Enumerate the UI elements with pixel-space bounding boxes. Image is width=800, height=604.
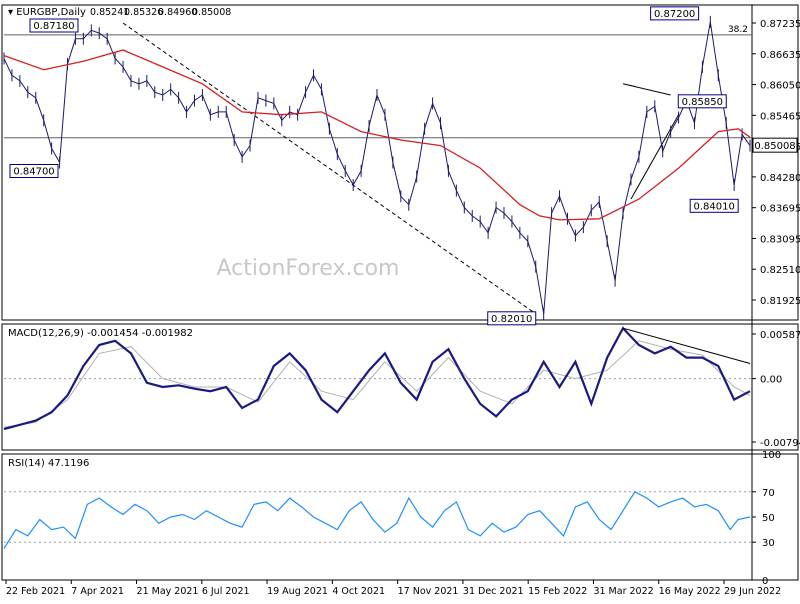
macd-pane-frame [1, 323, 799, 451]
x-tick-label: 17 Nov 2021 [398, 586, 459, 597]
price-tick-label: 0.83695 [760, 204, 800, 215]
rsi-line [3, 491, 751, 549]
ohlc-readout-value: 0.85241 [90, 7, 129, 18]
fib-level-label: 38.2 [728, 25, 748, 35]
price-annotation-box [9, 164, 59, 178]
price-annotation-label: 0.84700 [13, 167, 54, 178]
price-tick-label: 0.82510 [760, 265, 800, 276]
price-annotation-box [689, 198, 739, 213]
moving-average-line [3, 49, 751, 221]
price-trendline [622, 83, 671, 96]
current-price-label: 0.85008 [754, 141, 795, 152]
x-tick-label: 4 Oct 2021 [332, 586, 385, 597]
macd-title: MACD(12,26,9) -0.001454 -0.001982 [8, 328, 193, 339]
rsi-tick-label: 30 [762, 538, 775, 549]
price-tick-label: 0.87235 [760, 19, 800, 30]
rsi-title: RSI(14) 47.1196 [8, 458, 89, 469]
rsi-tick-label: 70 [762, 488, 775, 499]
price-chart-title: ▾ EURGBP,Daily [8, 7, 86, 18]
price-tick-label: 0.84280 [760, 173, 800, 184]
x-tick-label: 29 Jun 2022 [724, 586, 781, 597]
price-tick-label: 0.83095 [760, 234, 800, 245]
x-tick-label: 31 Dec 2021 [463, 586, 524, 597]
macd-tick-label: 0.00 [760, 375, 782, 386]
x-tick-label: 6 Jul 2021 [202, 586, 250, 597]
x-tick-label: 19 Aug 2021 [267, 586, 328, 597]
price-tick-label: 0.81925 [760, 296, 800, 307]
x-tick-label: 16 May 2022 [659, 586, 721, 597]
price-annotation-label: 0.84010 [693, 201, 734, 212]
price-tick-label: 0.86050 [760, 81, 800, 92]
ohlc-readout-value: 0.85326 [124, 7, 163, 18]
price-annotation-box [29, 18, 79, 33]
price-annotation-box [677, 94, 727, 109]
rsi-tick-label: 50 [762, 513, 775, 524]
price-annotation-label: 0.82010 [491, 314, 532, 325]
price-annotation-box [650, 6, 700, 21]
x-tick-label: 22 Feb 2021 [6, 586, 65, 597]
ohlc-readout-value: 0.85008 [192, 7, 231, 18]
rsi-tick-label: 0 [762, 576, 768, 587]
price-trendline [122, 22, 537, 315]
x-tick-label: 31 Mar 2022 [593, 586, 653, 597]
current-price-box [752, 137, 798, 153]
x-tick-label: 15 Feb 2022 [528, 586, 587, 597]
price-tick-label: 0.86635 [760, 50, 800, 61]
price-line [3, 21, 751, 314]
price-annotation-label: 0.87200 [654, 9, 695, 20]
macd-signal-line [3, 340, 751, 428]
price-annotation-label: 0.85850 [682, 97, 723, 108]
macd-tick-label: -0.007945 [760, 438, 800, 449]
ohlc-readout-value: 0.84960 [158, 7, 197, 18]
macd-tick-label: 0.005872 [760, 330, 800, 341]
macd-trendline [622, 327, 751, 364]
price-annotation-label: 0.87180 [33, 21, 74, 32]
price-pane-frame [1, 4, 799, 321]
watermark-text: ActionForex.com [217, 256, 400, 281]
x-tick-label: 21 May 2021 [137, 586, 199, 597]
macd-line [3, 326, 751, 431]
price-tick-label: 0.85465 [760, 111, 800, 122]
x-tick-label: 7 Apr 2021 [71, 586, 124, 597]
rsi-tick-label: 100 [762, 450, 781, 461]
price-annotation-box [487, 311, 537, 326]
